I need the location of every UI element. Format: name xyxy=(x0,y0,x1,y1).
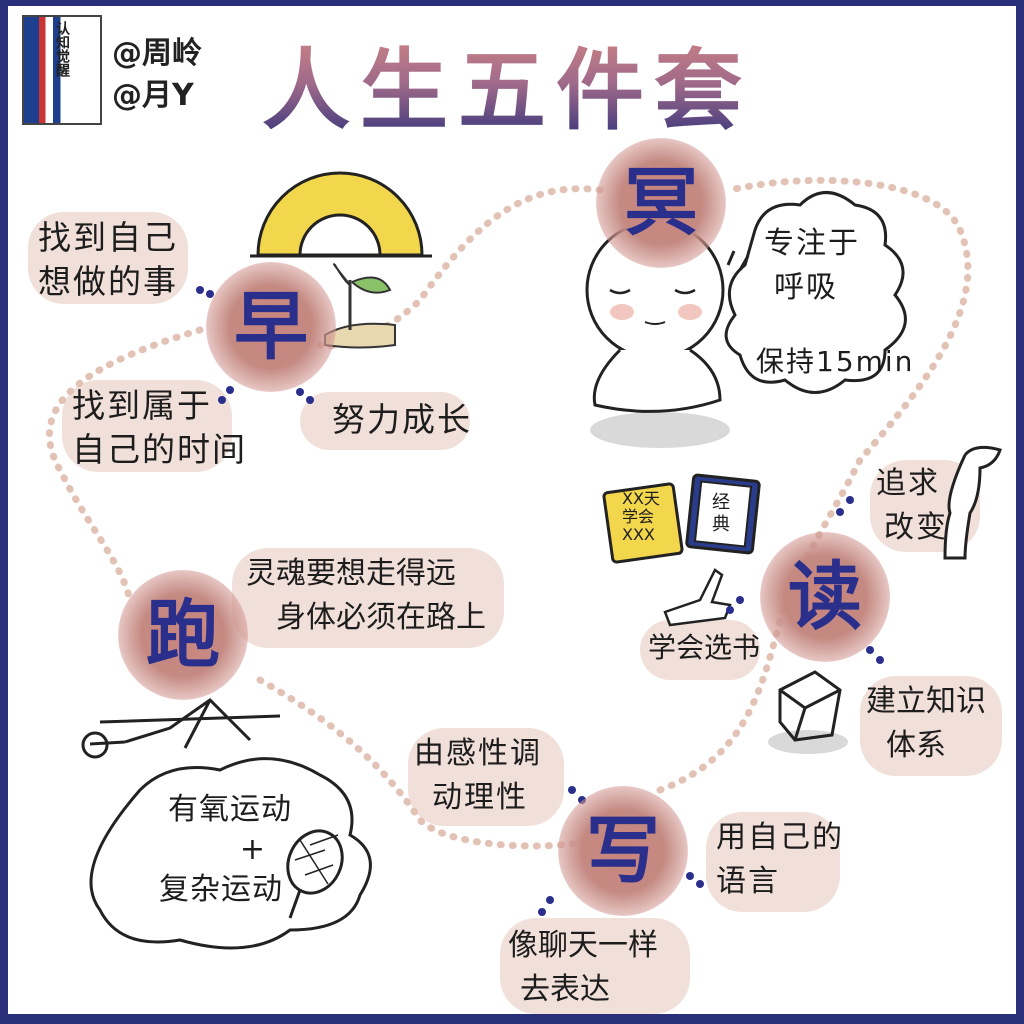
note-early-3: 努力成长 xyxy=(332,398,472,442)
note-line: 保持15min xyxy=(756,345,915,378)
note-bg xyxy=(640,620,760,680)
pillar-char: 跑 xyxy=(146,592,220,678)
note-bg xyxy=(232,548,504,648)
note-line: 努力成长 xyxy=(332,400,472,439)
note-write-1: 由感性调 动理性 xyxy=(414,732,542,820)
book-label-line: XX天 xyxy=(622,489,660,508)
note-line: 想做的事 xyxy=(38,262,178,301)
badminton-racket-icon xyxy=(286,829,344,919)
runner-icon xyxy=(81,698,281,759)
pillar-char: 写 xyxy=(586,808,660,894)
book-cover-image: 认知觉醒 xyxy=(22,15,102,125)
note-line: 专注于 xyxy=(764,226,860,261)
speech-cloud-shape xyxy=(89,757,372,950)
thought-cloud-shape xyxy=(724,191,907,394)
heart-connectors xyxy=(196,286,884,916)
note-line: 建立知识 xyxy=(866,684,986,719)
note-early-1: 找到自己 想做的事 xyxy=(38,216,178,304)
note-read-1: 追求 改变 xyxy=(876,462,948,550)
page-title: 人生五件套 xyxy=(262,20,752,147)
note-line: 找到自己 xyxy=(38,218,178,257)
book-label-line: 学会 xyxy=(622,507,655,526)
note-bg xyxy=(706,812,840,912)
note-meditate-2: 保持15min xyxy=(756,340,914,384)
pillar-char: 早 xyxy=(234,284,308,370)
note-line: 灵魂要想走得远 xyxy=(246,556,456,591)
note-read-2: 学会选书 xyxy=(648,626,760,670)
cube-icon xyxy=(768,670,848,754)
pointing-hand-icon xyxy=(663,568,732,627)
pillar-char: 读 xyxy=(788,554,862,640)
note-line: 追求 xyxy=(876,466,940,501)
note-line: 找到属于 xyxy=(72,386,212,425)
note-bg xyxy=(860,676,1002,776)
book-label-line: 经 xyxy=(712,492,730,513)
book-title: 认知觉醒 xyxy=(54,21,70,77)
book-label-line: 典 xyxy=(712,514,730,535)
note-line: 语言 xyxy=(716,864,780,899)
sun-icon xyxy=(250,171,432,258)
book-label-1: XX天 学会 XXX xyxy=(622,490,660,544)
pillar-run: 跑 xyxy=(118,570,248,700)
pillar-char: 冥 xyxy=(624,160,698,246)
note-line: 呼吸 xyxy=(774,270,838,305)
sprout-icon xyxy=(324,263,396,349)
note-bg xyxy=(28,212,188,304)
note-line: 学会选书 xyxy=(648,631,761,664)
flexed-arm-icon xyxy=(943,445,1002,560)
note-early-2: 找到属于 自己的时间 xyxy=(72,384,247,472)
note-line: 有氧运动 xyxy=(168,792,292,827)
note-line: 复杂运动 xyxy=(159,872,283,907)
note-read-3: 建立知识 体系 xyxy=(866,680,986,768)
note-bg xyxy=(500,918,690,1014)
note-line: 自己的时间 xyxy=(72,430,247,469)
note-line: 体系 xyxy=(886,728,946,763)
note-run-2: 有氧运动 + 复杂运动 xyxy=(150,790,292,910)
note-line: 动理性 xyxy=(432,780,528,815)
pillar-meditate: 冥 xyxy=(596,138,726,268)
books-icon xyxy=(602,473,761,564)
book-label-line: XXX xyxy=(622,525,655,544)
pillar-early: 早 xyxy=(206,262,336,392)
note-line: 用自己的 xyxy=(716,820,844,855)
note-write-3: 像聊天一样 去表达 xyxy=(508,924,658,1012)
note-line: 由感性调 xyxy=(414,736,542,771)
pillar-write: 写 xyxy=(558,786,688,916)
note-write-2: 用自己的 语言 xyxy=(716,816,844,904)
author-1: @周岭 xyxy=(112,36,202,71)
note-bg xyxy=(62,380,232,472)
book-label-2: 经 典 xyxy=(712,492,730,536)
note-line: 去表达 xyxy=(520,972,610,1007)
note-line: 像聊天一样 xyxy=(508,928,658,963)
pillar-read: 读 xyxy=(760,532,890,662)
dotted-path xyxy=(45,176,972,850)
note-line: 身体必须在路上 xyxy=(276,600,486,635)
author-2: @月Y xyxy=(112,78,194,113)
note-bg xyxy=(408,728,564,826)
note-meditate-1: 专注于 呼吸 xyxy=(764,222,860,310)
note-line: + xyxy=(239,832,267,867)
note-line: 改变 xyxy=(884,510,948,545)
note-bg xyxy=(300,392,470,450)
note-run-1: 灵魂要想走得远 身体必须在路上 xyxy=(246,552,486,640)
